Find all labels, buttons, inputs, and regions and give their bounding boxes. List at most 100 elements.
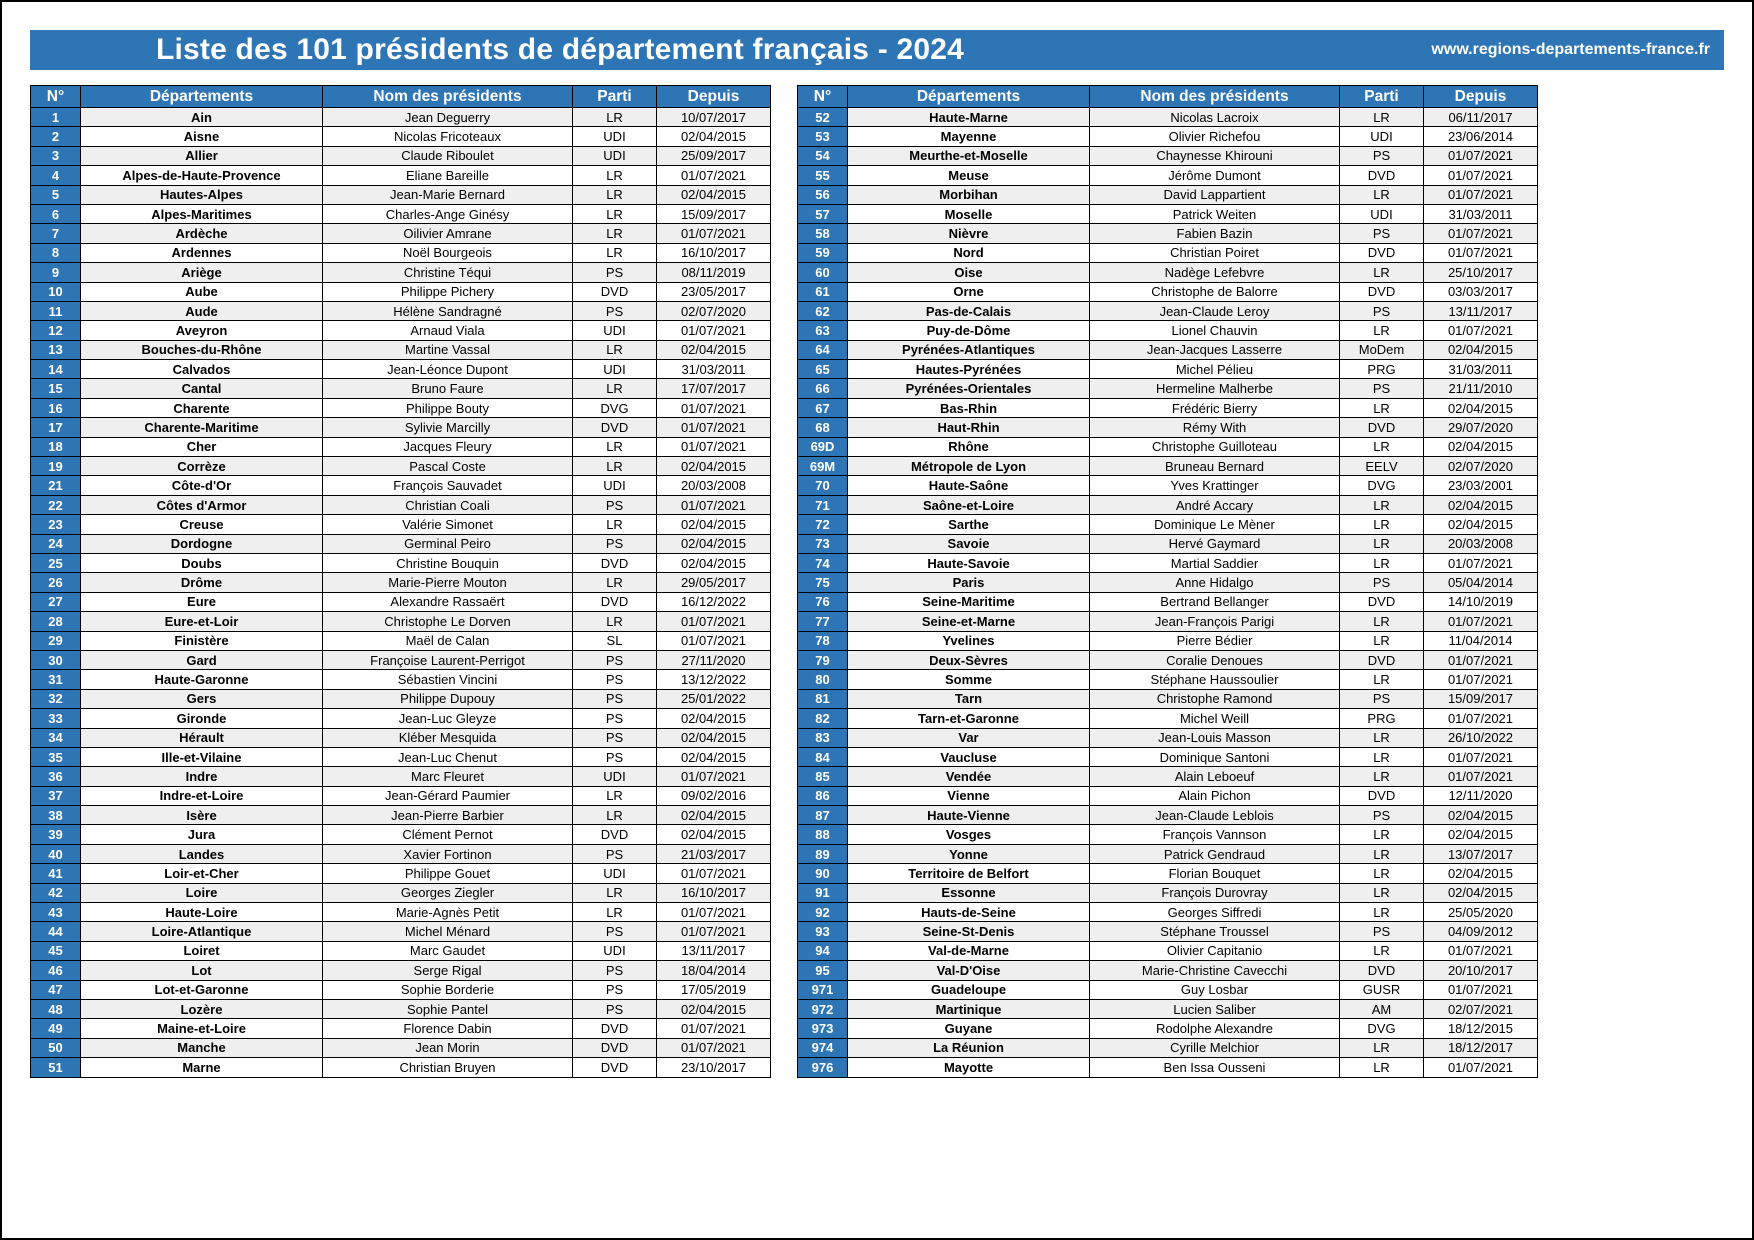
dept-name: Lot-et-Garonne (80, 979, 323, 1000)
since-date: 01/07/2021 (656, 165, 771, 186)
president-name: Michel Ménard (322, 921, 573, 942)
dept-name: Martinique (847, 998, 1090, 1020)
dept-number: 84 (797, 746, 848, 768)
dept-number: 63 (797, 320, 848, 341)
dept-name: Haute-Marne (847, 106, 1090, 128)
table-row: 38 Isère Jean-Pierre Barbier LR 02/04/2015 (30, 805, 771, 826)
president-name: Sébastien Vincini (322, 669, 573, 690)
dept-number: 42 (30, 882, 81, 904)
table-row: 16 Charente Philippe Bouty DVG 01/07/2021 (30, 397, 771, 419)
party: LR (1339, 1037, 1424, 1059)
party: DVG (572, 397, 657, 419)
dept-name: Hautes-Pyrénées (847, 359, 1090, 380)
party: LR (572, 165, 657, 186)
party: PS (572, 262, 657, 283)
party: PS (572, 533, 657, 554)
table-row: 973 Guyane Rodolphe Alexandre DVG 18/12/2015 (797, 1018, 1538, 1039)
since-date: 01/07/2021 (1423, 708, 1538, 729)
table-row: 71 Saône-et-Loire André Accary LR 02/04/2015 (797, 494, 1538, 516)
since-date: 01/07/2021 (1423, 184, 1538, 205)
dept-name: Savoie (847, 533, 1090, 554)
since-date: 20/03/2008 (656, 475, 771, 496)
dept-number: 56 (797, 184, 848, 205)
table-row: 86 Vienne Alain Pichon DVD 12/11/2020 (797, 785, 1538, 807)
col-header-president: Nom des présidents (1089, 85, 1340, 108)
dept-number: 17 (30, 417, 81, 438)
president-name: Germinal Peiro (322, 533, 573, 554)
since-date: 02/04/2015 (656, 184, 771, 205)
since-date: 02/04/2015 (656, 727, 771, 748)
table-row: 35 Ille-et-Vilaine Jean-Luc Chenut PS 02/04/… (30, 746, 771, 768)
dept-name: Alpes-Maritimes (80, 203, 323, 225)
dept-name: Ariège (80, 262, 323, 283)
president-name: Coralie Denoues (1089, 649, 1340, 671)
table-row: 40 Landes Xavier Fortinon PS 21/03/2017 (30, 843, 771, 865)
party: DVD (572, 591, 657, 613)
table-row: 24 Dordogne Germinal Peiro PS 02/04/2015 (30, 533, 771, 554)
since-date: 13/11/2017 (1423, 300, 1538, 322)
table-row: 28 Eure-et-Loir Christophe Le Dorven LR 01/0… (30, 611, 771, 632)
table-row: 85 Vendée Alain Leboeuf LR 01/07/2021 (797, 766, 1538, 787)
dept-name: Saône-et-Loire (847, 494, 1090, 516)
party: DVD (1339, 591, 1424, 613)
since-date: 01/07/2021 (1423, 223, 1538, 244)
since-date: 01/07/2021 (656, 863, 771, 884)
dept-number: 47 (30, 979, 81, 1000)
table-row: 12 Aveyron Arnaud Viala UDI 01/07/2021 (30, 320, 771, 341)
party: LR (572, 902, 657, 923)
party: PS (1339, 688, 1424, 710)
table-row: 88 Vosges François Vannson LR 02/04/2015 (797, 824, 1538, 845)
table-row: 41 Loir-et-Cher Philippe Gouet UDI 01/07/202… (30, 863, 771, 884)
party: PS (572, 960, 657, 981)
col-header-department: Départements (847, 85, 1090, 108)
dept-number: 9 (30, 262, 81, 283)
dept-name: Tarn-et-Garonne (847, 708, 1090, 729)
since-date: 02/04/2015 (1423, 436, 1538, 458)
table-row: 30 Gard Françoise Laurent-Perrigot PS 27/11/… (30, 649, 771, 671)
party: DVD (572, 1057, 657, 1078)
party: PS (572, 979, 657, 1000)
party: LR (1339, 863, 1424, 884)
party: DVD (572, 824, 657, 845)
table-row: 50 Manche Jean Morin DVD 01/07/2021 (30, 1037, 771, 1059)
party: LR (572, 785, 657, 807)
dept-number: 87 (797, 805, 848, 826)
president-name: Michel Pélieu (1089, 359, 1340, 380)
party: LR (1339, 320, 1424, 341)
party: LR (1339, 669, 1424, 690)
president-name: Yves Krattinger (1089, 475, 1340, 496)
dept-name: Haute-Vienne (847, 805, 1090, 826)
dept-name: Haute-Loire (80, 902, 323, 923)
dept-name: Calvados (80, 359, 323, 380)
since-date: 20/03/2008 (1423, 533, 1538, 554)
party: LR (572, 203, 657, 225)
departments-table-left: N° Départements Nom des présidents Parti… (30, 85, 771, 1078)
table-header-row: N° Départements Nom des présidents Parti… (797, 85, 1538, 108)
since-date: 20/10/2017 (1423, 960, 1538, 981)
president-name: Sylivie Marcilly (322, 417, 573, 438)
president-name: Oilivier Amrane (322, 223, 573, 244)
party: SL (572, 630, 657, 651)
dept-name: Guadeloupe (847, 979, 1090, 1000)
since-date: 18/12/2017 (1423, 1037, 1538, 1059)
party: DVD (1339, 242, 1424, 264)
table-row: 26 Drôme Marie-Pierre Mouton LR 29/05/2017 (30, 572, 771, 593)
since-date: 01/07/2021 (1423, 242, 1538, 264)
dept-number: 24 (30, 533, 81, 554)
dept-name: Gironde (80, 708, 323, 729)
dept-name: Creuse (80, 514, 323, 535)
since-date: 02/04/2015 (1423, 397, 1538, 419)
dept-number: 94 (797, 940, 848, 962)
since-date: 03/03/2017 (1423, 281, 1538, 302)
president-name: Alain Pichon (1089, 785, 1340, 807)
president-name: Valérie Simonet (322, 514, 573, 535)
table-row: 69M Métropole de Lyon Bruneau Bernard EELV 0… (797, 456, 1538, 477)
president-name: Lucien Saliber (1089, 998, 1340, 1020)
president-name: Anne Hidalgo (1089, 572, 1340, 593)
table-row: 36 Indre Marc Fleuret UDI 01/07/2021 (30, 766, 771, 787)
party: UDI (572, 766, 657, 787)
since-date: 09/02/2016 (656, 785, 771, 807)
dept-number: 64 (797, 339, 848, 361)
dept-name: Orne (847, 281, 1090, 302)
dept-number: 67 (797, 397, 848, 419)
